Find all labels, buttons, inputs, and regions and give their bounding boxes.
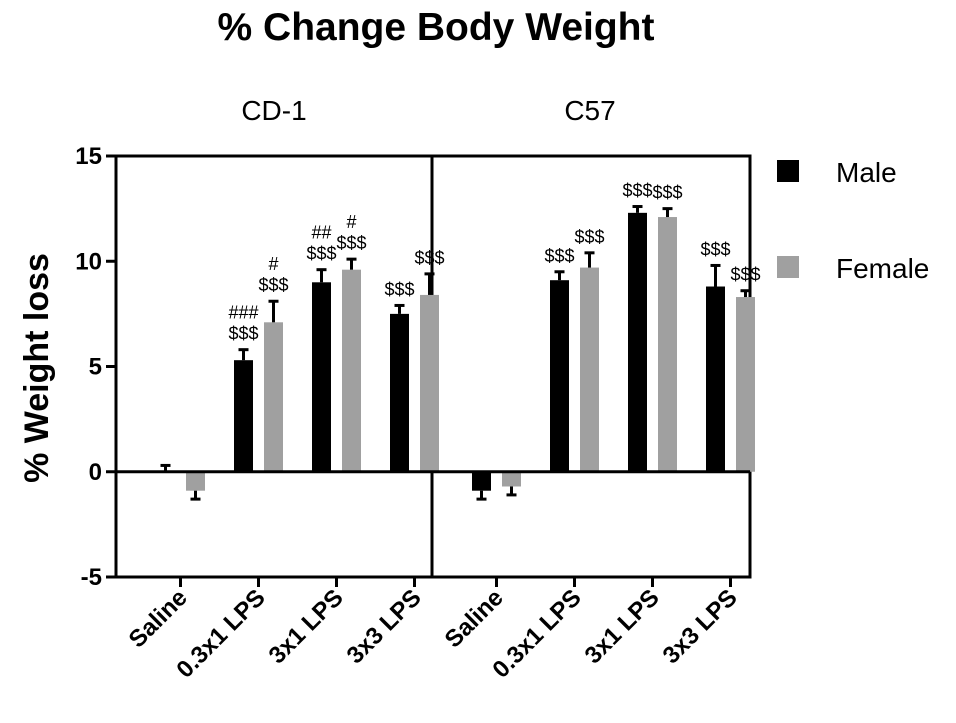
x-tick-label: 3x3 LPS <box>342 584 427 669</box>
legend-swatch-female <box>777 256 799 278</box>
significance-label: $$$ <box>622 181 652 201</box>
panel-label-cd1: CD-1 <box>241 95 306 126</box>
bar-male <box>472 471 491 491</box>
bar-male <box>706 286 725 472</box>
significance-label: $$$ <box>700 239 730 259</box>
panel-label-c57: C57 <box>564 95 615 126</box>
y-tick-label: 10 <box>75 248 102 275</box>
bar-male <box>312 282 331 472</box>
significance-label: $$$ <box>228 324 258 344</box>
significance-label: $$$ <box>730 265 760 285</box>
legend-label-male: Male <box>836 157 897 188</box>
significance-label: $$$ <box>306 244 336 264</box>
bar-female <box>580 267 599 472</box>
legend-label-female: Female <box>836 253 929 284</box>
bar-female <box>420 294 439 472</box>
bar-male <box>234 360 253 472</box>
significance-label: $$$ <box>336 233 366 253</box>
significance-label: $$$ <box>574 227 604 247</box>
bar-male <box>550 280 569 472</box>
chart-title: % Change Body Weight <box>218 6 655 49</box>
bar-male <box>390 313 409 472</box>
bar-male <box>628 212 647 472</box>
significance-label: # <box>346 212 356 232</box>
significance-label: $$$ <box>384 279 414 299</box>
y-tick-label: 15 <box>75 143 102 170</box>
bar-female <box>186 471 205 491</box>
y-tick-label: 0 <box>89 459 102 486</box>
significance-label: ## <box>311 223 331 243</box>
legend: Male Female <box>777 157 929 284</box>
significance-label: $$$ <box>652 183 682 203</box>
legend-swatch-male <box>777 160 799 182</box>
bar-female <box>502 471 521 487</box>
bar-female <box>658 217 677 472</box>
significance-label: $$$ <box>414 248 444 268</box>
x-tick-label: 3x3 LPS <box>658 584 743 669</box>
bar-female <box>342 269 361 472</box>
y-axis-label: % Weight loss <box>18 253 56 483</box>
significance-label: ### <box>228 303 258 323</box>
bar-female <box>264 322 283 472</box>
significance-label: $$$ <box>544 246 574 266</box>
bar-female <box>736 297 755 472</box>
x-tick-label: 3x1 LPS <box>580 584 665 669</box>
y-tick-label: -5 <box>81 564 102 591</box>
significance-label: # <box>268 254 278 274</box>
x-tick-label: 3x1 LPS <box>264 584 349 669</box>
x-tick-label: Saline <box>440 584 509 653</box>
plot-area: -5051015###$$$#$$$##$$$#$$$$$$$$$Saline0… <box>75 143 760 683</box>
x-tick-label: Saline <box>124 584 193 653</box>
y-tick-label: 5 <box>89 354 102 381</box>
significance-label: $$$ <box>258 275 288 295</box>
